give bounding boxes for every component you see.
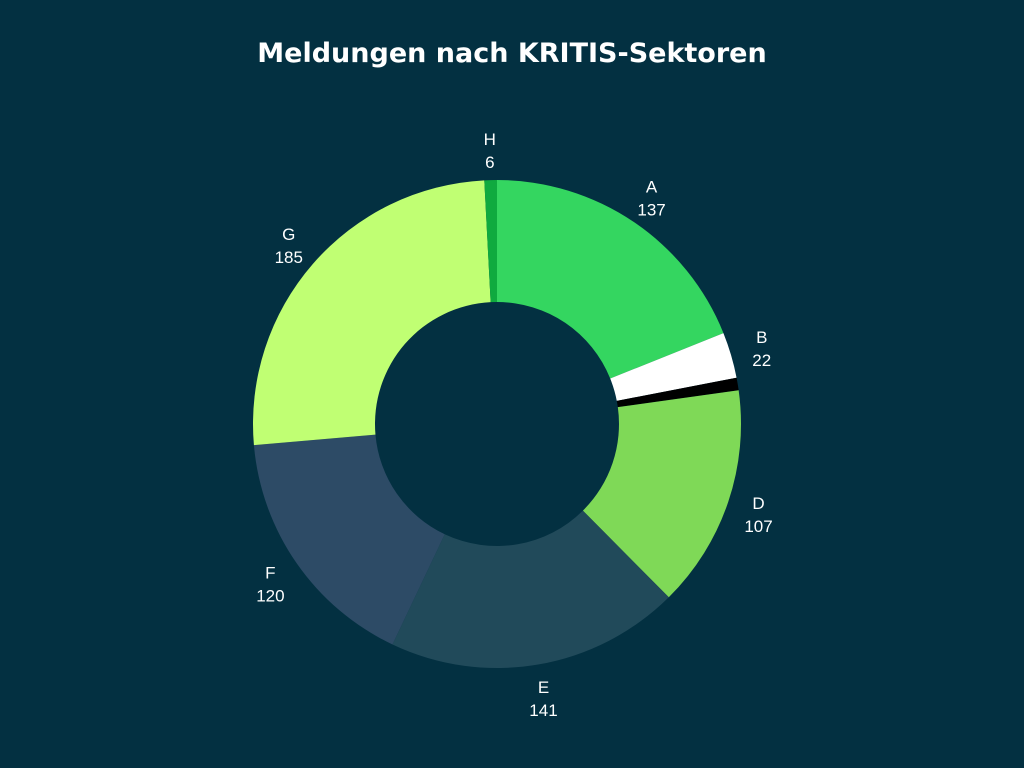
donut-labels: A 137 B 22 D 107 E 141 F 120 G 185 H 6 <box>256 130 773 720</box>
slice-label-g: G <box>282 225 295 244</box>
chart-title: Meldungen nach KRITIS-Sektoren <box>257 38 767 69</box>
slice-a[interactable] <box>497 180 724 379</box>
slice-label-e: E <box>538 678 549 697</box>
slice-value-d: 107 <box>744 517 772 536</box>
slice-label-b: B <box>756 328 767 347</box>
slice-e[interactable] <box>392 510 669 668</box>
slice-value-a: 137 <box>637 200 665 219</box>
slice-label-d: D <box>752 494 764 513</box>
slice-b[interactable] <box>610 333 737 401</box>
slice-label-h: H <box>484 130 496 149</box>
slice-value-f: 120 <box>256 587 284 606</box>
slice-label-a: A <box>646 177 658 196</box>
slice-g[interactable] <box>253 180 491 446</box>
slice-d[interactable] <box>582 390 741 598</box>
slice-value-g: 185 <box>275 248 303 267</box>
slice-value-b: 22 <box>752 351 771 370</box>
slice-value-e: 141 <box>529 701 557 720</box>
slice-h[interactable] <box>484 180 497 303</box>
slice-c[interactable] <box>616 377 739 408</box>
slice-label-f: F <box>265 564 275 583</box>
donut-slices <box>253 180 741 668</box>
slice-f[interactable] <box>253 434 445 645</box>
slice-value-h: 6 <box>485 153 494 172</box>
